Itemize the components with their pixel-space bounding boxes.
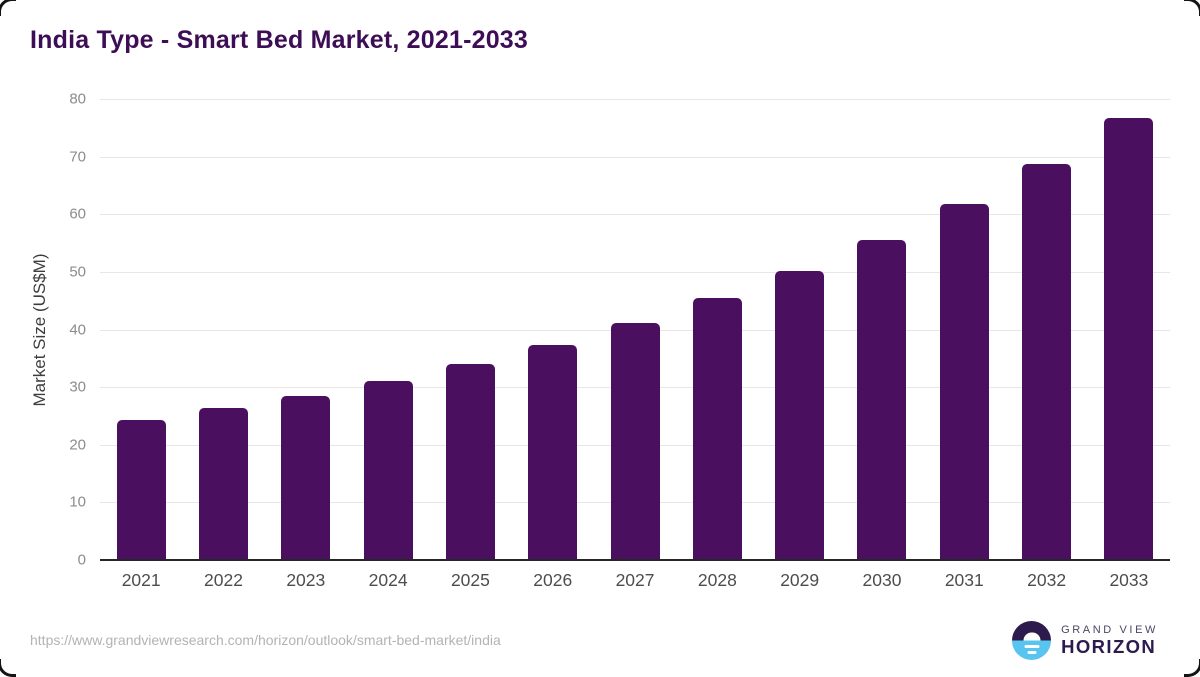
- gridline-y-60: [100, 214, 1170, 216]
- plot-area: [100, 99, 1170, 561]
- bar-slot-2028: [676, 99, 758, 560]
- bars-row: [100, 99, 1170, 560]
- bar-2029: [775, 270, 825, 560]
- card-corner-top-right: [1184, 0, 1200, 16]
- bar-2021: [116, 419, 166, 560]
- x-tick-label-2022: 2022: [204, 570, 243, 590]
- bar-slot-2029: [759, 99, 841, 560]
- bar-slot-2027: [594, 99, 676, 560]
- gridline-y-50: [100, 271, 1170, 273]
- logo-brand-name: GRAND VIEW: [1061, 623, 1158, 636]
- sun-reflection-bar: [1024, 644, 1040, 648]
- x-tick-label-2021: 2021: [121, 570, 161, 590]
- y-tick-label-0: 0: [77, 551, 86, 569]
- bar-slot-2023: [265, 99, 347, 560]
- bar-slot-2032: [1005, 99, 1087, 560]
- bar-slot-2021: [100, 99, 182, 560]
- x-axis-line: [100, 559, 1170, 561]
- bar-2028: [692, 298, 742, 560]
- bar-2031: [939, 204, 989, 560]
- x-tick-label-2032: 2032: [1027, 570, 1067, 590]
- logo-product-name: HORIZON: [1061, 636, 1157, 658]
- sun-reflection-bar: [1027, 650, 1037, 654]
- x-tick-label-2028: 2028: [697, 570, 737, 590]
- bar-slot-2033: [1088, 99, 1170, 560]
- x-tick-label-2024: 2024: [368, 570, 408, 590]
- bar-2027: [610, 322, 660, 560]
- y-tick-label-70: 70: [69, 148, 86, 166]
- bar-2023: [281, 396, 331, 560]
- card-corner-top-left: [0, 0, 16, 16]
- y-tick-label-60: 60: [69, 205, 86, 223]
- sun-shape: [1023, 632, 1041, 641]
- bar-slot-2031: [923, 99, 1005, 560]
- x-tick-label-2025: 2025: [450, 570, 490, 590]
- horizon-sun-icon: [1012, 621, 1052, 660]
- card-corner-bottom-left: [0, 659, 16, 677]
- bar-slot-2026: [512, 99, 594, 560]
- x-tick-label-2026: 2026: [533, 570, 573, 590]
- bar-2024: [363, 381, 413, 560]
- y-tick-label-30: 30: [69, 378, 86, 396]
- y-axis-tick-labels: 0 10 20 30 40 50 60 70 80: [0, 91, 86, 569]
- x-tick-label-2031: 2031: [944, 570, 984, 590]
- y-tick-label-40: 40: [69, 321, 86, 338]
- x-tick-label-2027: 2027: [615, 570, 655, 590]
- x-tick-label-2029: 2029: [780, 570, 820, 590]
- y-tick-label-50: 50: [69, 263, 86, 281]
- x-tick-label-2033: 2033: [1109, 570, 1149, 590]
- bar-2025: [445, 364, 495, 560]
- bar-2033: [1104, 118, 1154, 560]
- bar-2030: [857, 240, 907, 560]
- y-tick-label-10: 10: [69, 493, 86, 511]
- y-tick-label-80: 80: [69, 90, 86, 108]
- x-tick-label-2023: 2023: [286, 570, 326, 590]
- bar-2026: [528, 345, 578, 560]
- bar-slot-2022: [182, 99, 264, 560]
- chart-title: India Type - Smart Bed Market, 2021-2033: [30, 26, 529, 54]
- bar-slot-2030: [841, 99, 923, 560]
- x-tick-label-2030: 2030: [862, 570, 902, 590]
- y-tick-label-20: 20: [69, 436, 86, 454]
- card-corner-bottom-right: [1184, 659, 1200, 677]
- grand-view-horizon-logo: GRAND VIEW HORIZON: [1012, 621, 1158, 660]
- source-url: https://www.grandviewresearch.com/horizo…: [30, 632, 501, 648]
- bar-2032: [1022, 163, 1072, 560]
- bar-slot-2024: [347, 99, 429, 560]
- bar-2022: [198, 408, 248, 560]
- gridline-y-80: [100, 99, 1170, 100]
- x-axis-tick-labels: 2021 2022 2023 2024 2025 2026 2027 2028 2029 2030…: [100, 570, 1170, 591]
- logo-text: GRAND VIEW HORIZON: [1061, 624, 1158, 658]
- bar-slot-2025: [429, 99, 511, 560]
- gridline-y-70: [100, 156, 1170, 158]
